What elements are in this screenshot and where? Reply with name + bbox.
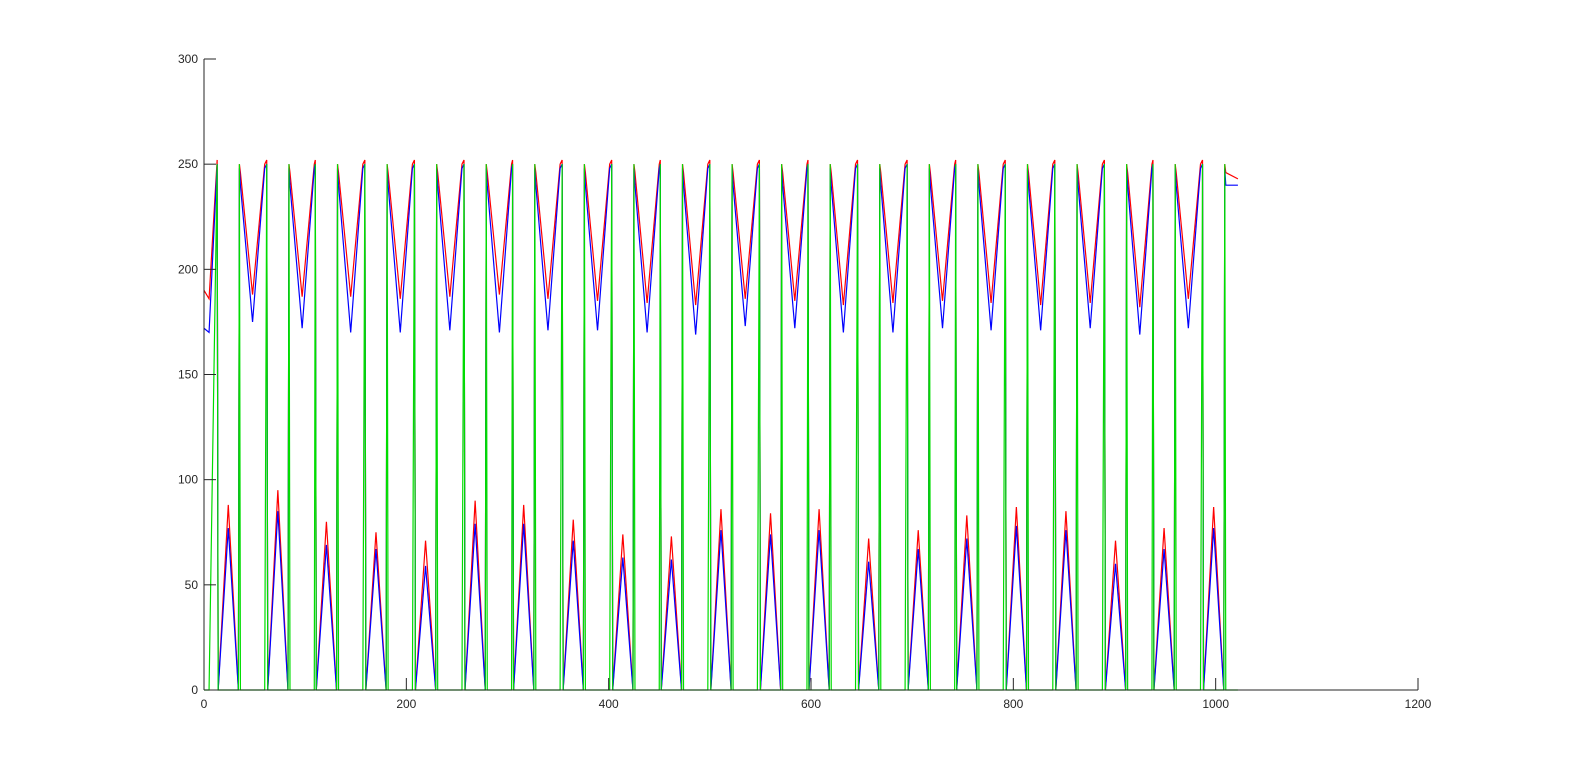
- y-tick-label: 100: [178, 473, 198, 487]
- y-tick-label: 250: [178, 157, 198, 171]
- x-tick-label: 600: [801, 697, 821, 711]
- y-tick-label: 0: [191, 683, 198, 697]
- x-tick-label: 1000: [1202, 697, 1229, 711]
- x-tick-label: 400: [599, 697, 619, 711]
- y-tick-label: 200: [178, 262, 198, 276]
- data-line: [203, 159, 1239, 691]
- y-tick-label: 300: [178, 52, 198, 66]
- x-tick-label: 800: [1003, 697, 1023, 711]
- x-tick-label: 0: [201, 697, 208, 711]
- data-line: [203, 163, 1238, 691]
- y-tick-label: 50: [185, 578, 199, 592]
- y-tick-label: 150: [178, 368, 198, 382]
- x-tick-label: 200: [396, 697, 416, 711]
- x-tick-label: 1200: [1405, 697, 1432, 711]
